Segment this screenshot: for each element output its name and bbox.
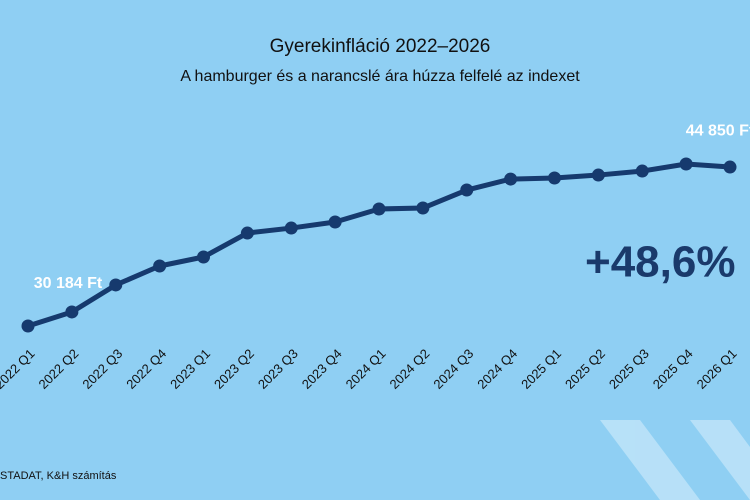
marker	[416, 201, 430, 215]
marker	[372, 202, 386, 216]
annotation: +48,6%	[585, 238, 735, 287]
marker	[284, 221, 298, 235]
source: STADAT, K&H számítás	[0, 470, 117, 482]
chevron	[690, 420, 750, 500]
marker	[21, 319, 35, 333]
value-label: 44 850 Ft	[686, 122, 750, 139]
marker	[723, 160, 737, 174]
marker	[153, 259, 167, 273]
marker	[591, 168, 605, 182]
chart-title: Gyerekinfláció 2022–2026	[270, 36, 491, 57]
marker	[328, 215, 342, 229]
marker	[240, 226, 254, 240]
value-label: 30 184 Ft	[34, 275, 103, 292]
chart-subtitle: A hamburger és a narancslé ára húzza fel…	[180, 68, 580, 85]
decoration	[600, 420, 750, 500]
marker	[504, 172, 518, 186]
chevron	[600, 420, 700, 500]
marker	[197, 250, 210, 264]
marker	[679, 157, 693, 171]
marker	[635, 164, 649, 178]
marker	[460, 183, 474, 197]
marker	[65, 305, 79, 319]
marker	[548, 171, 561, 185]
marker	[109, 278, 123, 292]
